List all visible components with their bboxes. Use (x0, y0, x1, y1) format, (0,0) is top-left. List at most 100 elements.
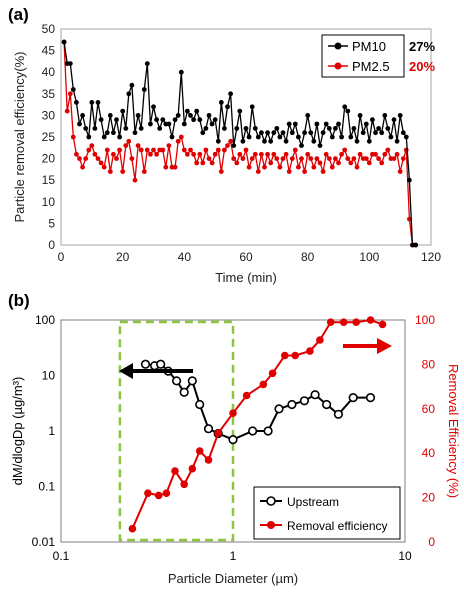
point-pm2-5 (336, 160, 341, 166)
point-pm2-5 (379, 160, 385, 166)
point-pm10 (317, 143, 323, 149)
point-pm2-5 (274, 156, 280, 162)
point-removal-efficiency (281, 351, 289, 360)
point-pm10 (222, 125, 227, 131)
point-pm10 (336, 121, 341, 127)
pm25-summary-value: 20% (409, 59, 435, 74)
point-pm2-5 (209, 160, 215, 166)
point-pm10 (388, 134, 394, 140)
point-pm10 (172, 117, 178, 123)
point-pm2-5 (197, 151, 203, 157)
panel-b-legend: Upstream Removal efficiency (253, 486, 401, 540)
point-pm10 (200, 130, 206, 136)
point-pm2-5 (86, 147, 92, 153)
point-pm2-5 (320, 169, 326, 175)
point-pm10 (280, 130, 286, 136)
series-pm10 (61, 39, 418, 248)
point-pm2-5 (132, 177, 138, 183)
point-pm2-5 (104, 147, 110, 153)
point-pm2-5 (206, 156, 212, 162)
point-pm10 (135, 113, 141, 118)
point-pm10 (157, 125, 163, 131)
panel-a-xtick-label: 80 (301, 250, 315, 264)
point-removal-efficiency (214, 429, 222, 438)
point-pm10 (391, 117, 397, 123)
point-pm10 (292, 121, 298, 127)
panel-b-plot-area (60, 319, 406, 543)
point-pm10 (305, 113, 311, 118)
point-removal-efficiency (195, 447, 204, 455)
point-upstream (248, 426, 258, 436)
point-pm10 (274, 125, 280, 131)
point-pm2-5 (138, 147, 144, 153)
point-pm2-5 (265, 151, 270, 157)
point-pm10 (265, 130, 270, 136)
point-pm10 (323, 121, 329, 127)
point-pm10 (175, 113, 181, 118)
point-pm2-5 (243, 147, 249, 153)
panel-a-ylabel: Particle removal efficiency(%) (12, 52, 27, 223)
point-pm10 (403, 134, 409, 140)
point-removal-efficiency (326, 318, 335, 327)
panel-b-ylabel-left: dM/dlogDp (µg/m³) (10, 377, 25, 486)
panel-a-legend-box (321, 34, 405, 78)
point-removal-efficiency (154, 491, 163, 500)
point-pm10 (144, 61, 150, 66)
point-pm10 (237, 108, 243, 114)
point-pm10 (348, 134, 354, 140)
point-pm2-5 (271, 151, 277, 157)
point-pm10 (95, 100, 101, 105)
series-upstream (140, 359, 376, 445)
point-pm10 (166, 121, 172, 127)
point-pm10 (148, 121, 153, 127)
point-pm2-5 (252, 151, 258, 157)
point-pm2-5 (351, 156, 357, 162)
point-pm2-5 (107, 169, 113, 175)
left-axis-arrow (119, 363, 193, 379)
point-pm2-5 (70, 134, 76, 140)
point-pm2-5 (296, 164, 301, 170)
point-pm2-5 (262, 164, 267, 170)
point-pm10 (89, 100, 95, 105)
panel-b-xtick-label: 10 (398, 549, 412, 563)
point-pm2-5 (129, 156, 135, 162)
panel-a-label: (a) (8, 5, 29, 24)
point-pm10 (188, 113, 193, 118)
point-upstream (203, 424, 214, 434)
point-pm10 (67, 61, 73, 66)
panel-a-ytick-label: 35 (42, 87, 56, 101)
point-pm10 (333, 125, 338, 131)
point-pm10 (326, 125, 332, 131)
point-upstream (156, 359, 166, 369)
point-pm10 (400, 130, 406, 136)
point-pm2-5 (215, 147, 221, 153)
point-pm2-5 (101, 164, 107, 170)
point-pm2-5 (77, 156, 82, 162)
point-pm10 (151, 104, 156, 110)
point-removal-efficiency (316, 336, 324, 344)
point-pm2-5 (200, 160, 206, 166)
point-pm10 (231, 143, 237, 149)
point-removal-efficiency (268, 369, 277, 378)
point-pm10 (191, 117, 197, 123)
panel-a-plot-area (60, 28, 432, 246)
point-pm2-5 (268, 160, 274, 166)
panel-b-right-ytick-label: 60 (422, 402, 436, 416)
point-pm2-5 (311, 164, 317, 170)
panel-b-legend-box (253, 486, 401, 540)
panel-b-xlabel: Particle Diameter (µm) (168, 571, 298, 586)
point-upstream (348, 393, 358, 403)
panel-a-ytick-label: 50 (42, 22, 56, 36)
point-pm10 (246, 134, 252, 140)
point-pm2-5 (345, 156, 351, 162)
point-pm10 (154, 117, 160, 123)
panel-a-xtick-label: 0 (58, 250, 65, 264)
point-pm10 (342, 104, 348, 110)
point-pm2-5 (363, 156, 369, 162)
point-pm2-5 (317, 160, 323, 166)
point-pm2-5 (277, 164, 283, 170)
point-pm2-5 (283, 151, 289, 157)
panel-a-xtick-label: 120 (421, 250, 441, 264)
point-pm2-5 (228, 138, 234, 144)
point-pm10 (370, 117, 375, 123)
